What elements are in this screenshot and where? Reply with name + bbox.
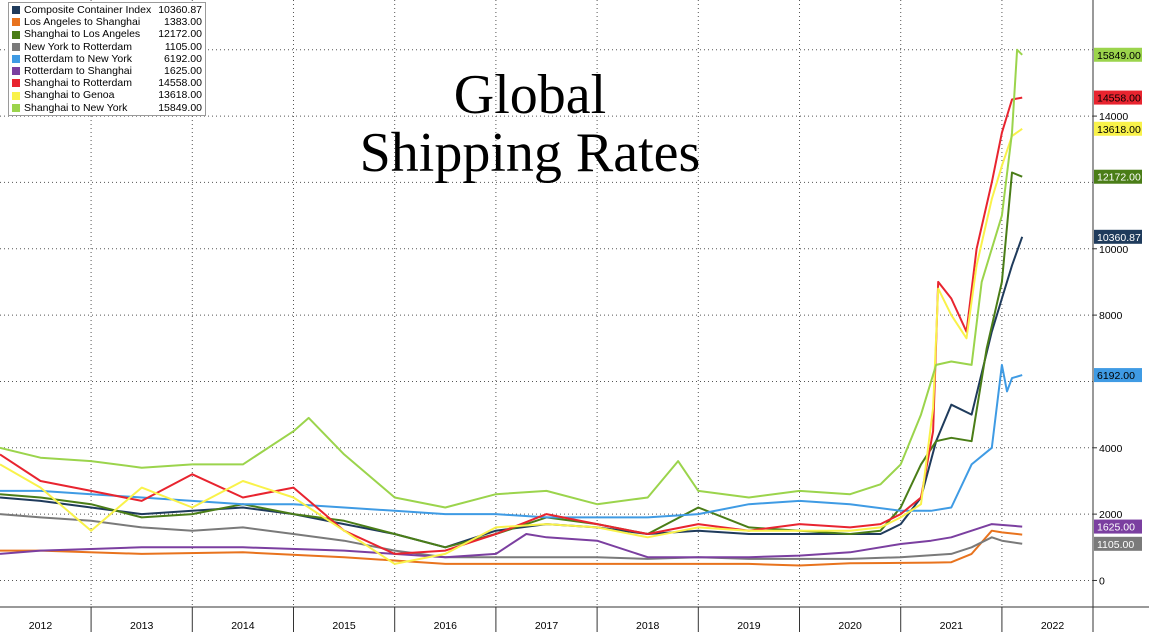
- legend-item: Rotterdam to Shanghai 1625.00: [12, 65, 202, 77]
- legend-series-value: 12172.00: [158, 28, 202, 41]
- value-label: 13618.00: [1097, 124, 1141, 136]
- legend-swatch: [12, 67, 20, 76]
- legend-series-name: Shanghai to Rotterdam: [24, 77, 132, 90]
- series-line: [0, 96, 1023, 555]
- legend-swatch: [12, 18, 20, 27]
- legend-item: Shanghai to Genoa 13618.00: [12, 89, 202, 101]
- x-tick-label: 2019: [737, 620, 761, 632]
- value-label: 14558.00: [1097, 93, 1141, 105]
- legend-series-value: 13618.00: [158, 89, 202, 102]
- series-line: [0, 523, 1023, 559]
- series-line: [0, 171, 1023, 549]
- legend-series-name: Shanghai to Genoa: [24, 89, 115, 102]
- x-tick-label: 2016: [434, 620, 458, 632]
- chart-title: Global Shipping Rates: [300, 66, 760, 182]
- value-label-box: [1094, 519, 1142, 534]
- value-label-box: [1094, 121, 1142, 136]
- y-tick-label: 2000: [1099, 509, 1123, 521]
- legend-item: Composite Container Index 10360.87: [12, 4, 202, 16]
- value-label: 15849.00: [1097, 50, 1141, 62]
- legend-series-name: Rotterdam to Shanghai: [24, 65, 132, 78]
- x-tick-label: 2012: [29, 620, 53, 632]
- legend-series-name: Shanghai to Los Angeles: [24, 28, 141, 41]
- series-line: [0, 513, 1023, 560]
- legend-series-value: 15849.00: [158, 101, 202, 114]
- legend-series-value: 1105.00: [164, 40, 202, 53]
- legend-series-value: 1383.00: [164, 16, 202, 29]
- legend-item: Rotterdam to New York 6192.00: [12, 53, 202, 65]
- legend-series-name: New York to Rotterdam: [24, 40, 132, 53]
- series-lines: [0, 48, 1024, 567]
- value-label: 6192.00: [1097, 370, 1135, 382]
- legend-swatch: [12, 6, 20, 15]
- value-label-box: [1094, 169, 1142, 184]
- legend-series-name: Los Angeles to Shanghai: [24, 16, 141, 29]
- legend-series-name: Shanghai to New York: [24, 101, 128, 114]
- x-tick-label: 2018: [636, 620, 660, 632]
- legend-series-value: 1625.00: [164, 65, 202, 78]
- chart-title-line-2: Shipping Rates: [359, 122, 701, 184]
- x-tick-label: 2022: [1041, 620, 1065, 632]
- y-tick-label: 0: [1099, 575, 1105, 587]
- chart-title-line-1: Global: [453, 64, 607, 126]
- value-labels: 15849.00 14558.00 13618.00 12172.00 10360.87…: [1094, 47, 1142, 551]
- series-line: [0, 236, 1024, 549]
- series-line: [0, 363, 1023, 519]
- y-tick-label: 8000: [1099, 310, 1123, 322]
- y-tick-label: 4000: [1099, 443, 1123, 455]
- series-line: [0, 48, 1023, 509]
- value-label: 1625.00: [1097, 522, 1135, 534]
- x-tick-label: 2020: [838, 620, 862, 632]
- legend-swatch: [12, 42, 20, 51]
- legend-swatch: [12, 30, 20, 39]
- legend-item: Shanghai to New York 15849.00: [12, 102, 202, 114]
- legend-item: Shanghai to Rotterdam 14558.00: [12, 77, 202, 89]
- value-label-box: [1094, 47, 1142, 62]
- legend-item: Los Angeles to Shanghai 1383.00: [12, 16, 202, 28]
- series-line: [0, 127, 1023, 565]
- legend-swatch: [12, 79, 20, 88]
- y-tick-label: 14000: [1099, 111, 1128, 123]
- value-label-box: [1094, 368, 1142, 383]
- x-tick-label: 2017: [535, 620, 559, 632]
- x-tick-label: 2021: [940, 620, 964, 632]
- legend-swatch: [12, 54, 20, 63]
- legend-series-value: 10360.87: [158, 4, 202, 16]
- value-label-box: [1094, 90, 1142, 105]
- legend: Composite Container Index 10360.87 Los Ang…: [8, 2, 206, 116]
- legend-swatch: [12, 91, 20, 100]
- series-line: [0, 529, 1023, 567]
- legend-series-value: 6192.00: [164, 52, 202, 65]
- legend-series-name: Composite Container Index: [24, 4, 152, 16]
- value-label: 1105.00: [1097, 539, 1134, 551]
- y-tick-label: 10000: [1099, 244, 1128, 256]
- value-label-box: [1094, 229, 1142, 244]
- legend-item: New York to Rotterdam 1105.00: [12, 41, 202, 53]
- x-tick-label: 2013: [130, 620, 154, 632]
- value-label: 12172.00: [1097, 172, 1141, 184]
- legend-item: Shanghai to Los Angeles 12172.00: [12, 28, 202, 40]
- value-label: 10360.87: [1097, 232, 1141, 244]
- legend-series-name: Rotterdam to New York: [24, 52, 132, 65]
- x-tick-label: 2014: [231, 620, 255, 632]
- legend-series-value: 14558.00: [158, 77, 202, 90]
- value-label-box: [1094, 536, 1142, 551]
- legend-swatch: [12, 103, 20, 112]
- x-tick-label: 2015: [332, 620, 356, 632]
